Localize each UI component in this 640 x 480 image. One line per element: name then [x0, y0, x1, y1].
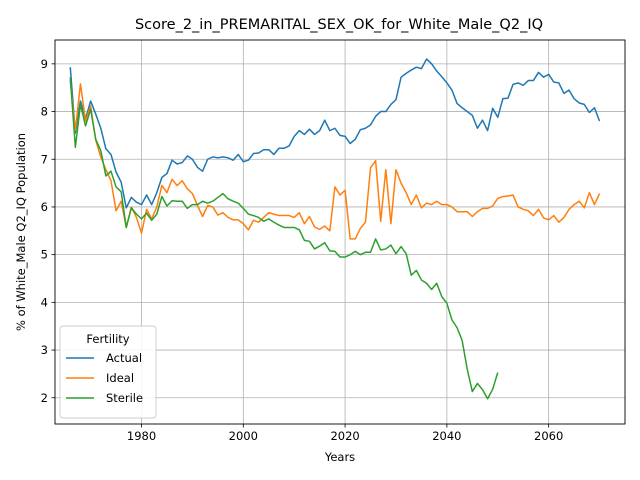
plot-area-frame: [54, 39, 626, 425]
x-tick-label: 2040: [432, 429, 461, 443]
legend-label-ideal: Ideal: [106, 371, 134, 385]
x-tick-label: 2060: [534, 429, 563, 443]
legend-label-actual: Actual: [106, 351, 142, 365]
y-tick-label: 2: [41, 391, 48, 405]
legend: Fertility Actual Ideal Sterile: [59, 325, 157, 419]
y-tick-label: 6: [41, 200, 48, 214]
chart-title: Score_2_in_PREMARITAL_SEX_OK_for_White_M…: [135, 17, 543, 33]
series-line-sterile: [69, 77, 499, 400]
y-tick-label: 4: [41, 295, 48, 309]
series-line-ideal: [69, 80, 601, 240]
x-axis-ticks: 1980 2000 2020 2040 2060: [127, 424, 563, 443]
y-axis-ticks: 2 3 4 5 6 7 8 9: [41, 57, 55, 405]
x-tick-label: 2020: [330, 429, 359, 443]
x-tick-label: 2000: [229, 429, 258, 443]
legend-title: Fertility: [86, 332, 129, 346]
y-tick-label: 3: [41, 343, 48, 357]
series-line-actual: [69, 58, 601, 209]
series-layer: [69, 58, 601, 400]
grid-lines: [55, 40, 625, 424]
x-tick-label: 1980: [127, 429, 156, 443]
legend-box: [59, 325, 157, 419]
y-tick-label: 5: [41, 248, 48, 262]
legend-label-sterile: Sterile: [106, 391, 143, 405]
y-tick-label: 8: [41, 105, 48, 119]
y-tick-label: 7: [41, 152, 48, 166]
y-axis-label: % of White_Male Q2_IQ Population: [14, 133, 28, 331]
y-tick-label: 9: [41, 57, 48, 71]
legend-items: Actual Ideal Sterile: [66, 351, 143, 405]
x-axis-label: Years: [324, 450, 355, 464]
